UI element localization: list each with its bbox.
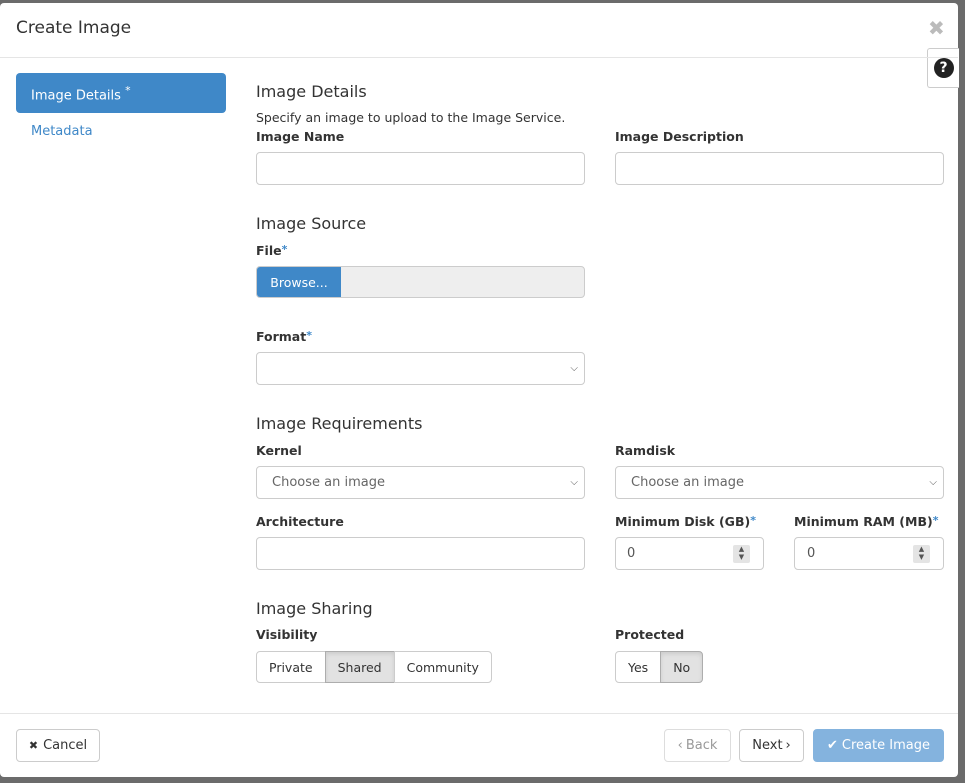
file-label: File* — [256, 243, 288, 258]
architecture-label: Architecture — [256, 514, 344, 529]
sidebar-item-metadata[interactable]: Metadata — [31, 124, 93, 139]
kernel-label: Kernel — [256, 443, 302, 458]
visibility-private[interactable]: Private — [256, 651, 326, 683]
min-ram-label: Minimum RAM (MB)* — [794, 514, 939, 529]
spinner-icon[interactable]: ▲ ▼ — [913, 545, 930, 563]
protected-toggle: Yes No — [615, 651, 704, 683]
check-icon: ✔ — [827, 738, 838, 753]
protected-label: Protected — [615, 627, 685, 642]
image-name-input[interactable] — [256, 152, 585, 185]
browse-button[interactable]: Browse... — [257, 267, 341, 297]
create-image-button[interactable]: ✔ Create Image — [813, 729, 944, 762]
next-button[interactable]: Next › — [739, 729, 804, 762]
chevron-down-icon: ⌵ — [570, 363, 578, 374]
section-heading-source: Image Source — [256, 214, 367, 233]
image-name-label: Image Name — [256, 129, 345, 144]
question-circle-icon: ? — [933, 58, 954, 78]
visibility-toggle: Private Shared Community — [256, 651, 492, 683]
cancel-button[interactable]: ✖ Cancel — [16, 729, 100, 762]
image-description-input[interactable] — [615, 152, 944, 185]
chevron-down-icon: ⌵ — [570, 477, 578, 488]
visibility-community[interactable]: Community — [393, 651, 492, 683]
header-divider — [0, 57, 958, 58]
help-button[interactable]: ? — [927, 48, 959, 88]
spinner-icon[interactable]: ▲ ▼ — [733, 545, 750, 563]
ramdisk-label: Ramdisk — [615, 443, 676, 458]
create-image-modal: Create Image ✖ ? Image Details * Metadat… — [0, 3, 959, 777]
protected-no[interactable]: No — [660, 651, 704, 683]
section-heading-requirements: Image Requirements — [256, 414, 423, 433]
details-description: Specify an image to upload to the Image … — [256, 110, 566, 125]
section-heading-sharing: Image Sharing — [256, 599, 373, 618]
min-disk-input[interactable]: 0 ▲ ▼ — [615, 537, 764, 570]
modal-title: Create Image — [16, 18, 132, 38]
section-heading-details: Image Details — [256, 82, 367, 101]
min-ram-input[interactable]: 0 ▲ ▼ — [794, 537, 944, 570]
architecture-input[interactable] — [256, 537, 585, 570]
visibility-shared[interactable]: Shared — [324, 651, 395, 683]
footer-divider — [0, 713, 958, 714]
ramdisk-select[interactable]: Choose an image ⌵ — [615, 466, 944, 499]
chevron-right-icon: › — [785, 738, 791, 753]
visibility-label: Visibility — [256, 627, 318, 642]
sidebar-item-image-details[interactable]: Image Details * — [16, 73, 226, 113]
kernel-select[interactable]: Choose an image ⌵ — [256, 466, 585, 499]
chevron-left-icon: ‹ — [677, 738, 683, 753]
image-description-label: Image Description — [615, 129, 744, 144]
min-disk-label: Minimum Disk (GB)* — [615, 514, 756, 529]
chevron-down-icon: ⌵ — [929, 477, 937, 488]
close-icon[interactable]: ✖ — [928, 16, 945, 40]
protected-yes[interactable]: Yes — [615, 651, 662, 683]
sidebar-item-label: Image Details — [31, 88, 121, 104]
x-icon: ✖ — [28, 739, 39, 752]
format-select[interactable]: ⌵ — [256, 352, 585, 385]
file-input[interactable]: Browse... — [256, 266, 585, 298]
format-label: Format* — [256, 329, 312, 344]
back-button[interactable]: ‹ Back — [664, 729, 731, 762]
required-marker: * — [125, 84, 131, 97]
